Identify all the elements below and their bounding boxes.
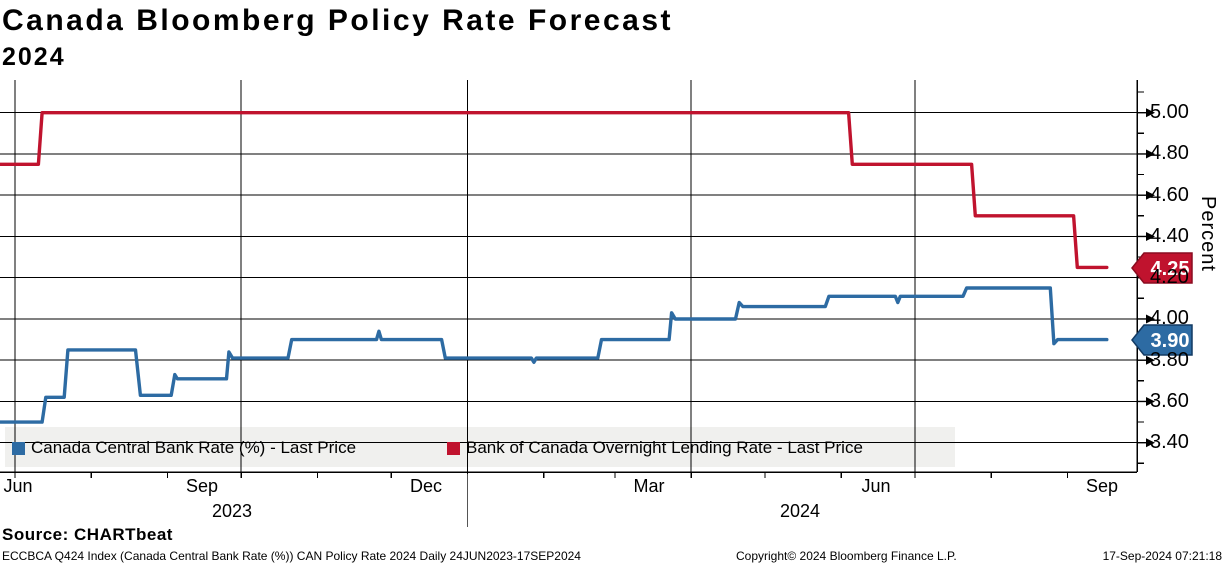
price-badge-blue-shape [1131, 324, 1193, 356]
x-year-label: 2024 [779, 501, 821, 521]
legend-swatch-red-icon [447, 441, 460, 455]
y-tick-label: 3.80 [1150, 349, 1189, 371]
price-badge-red-value: 4.25 [1151, 258, 1190, 280]
y-tick-label: 4.00 [1150, 307, 1189, 329]
y-tick-arrow-icon [1146, 355, 1155, 365]
x-tick-label: Sep [1085, 476, 1119, 496]
legend-swatch-blue-icon [12, 441, 25, 455]
y-tick-label: 4.80 [1150, 142, 1189, 164]
legend-label: Canada Central Bank Rate (%) - Last Pric… [31, 438, 357, 457]
y-tick-label: 4.20 [1150, 266, 1189, 288]
price-badge-red-shape [1131, 252, 1193, 284]
y-tick-label: 3.60 [1150, 390, 1189, 412]
x-tick-label: Jun [3, 476, 33, 496]
series-line-central-bank-rate [0, 286, 1109, 424]
y-tick-label: 5.00 [1150, 101, 1189, 123]
y-tick-arrow-icon [1146, 231, 1155, 241]
series-lines-layer [0, 110, 1109, 424]
y-tick-label: 3.40 [1150, 431, 1189, 453]
price-badge-central-bank-rate: 3.90 [1131, 324, 1193, 356]
legend-item-central-bank-rate: Canada Central Bank Rate (%) - Last Pric… [12, 438, 356, 458]
page-title: Canada Bloomberg Policy Rate Forecast [2, 4, 673, 37]
y-tick-label: 4.60 [1150, 184, 1189, 206]
page-subtitle: 2024 [2, 43, 66, 71]
legend-label: Bank of Canada Overnight Lending Rate - … [466, 438, 863, 457]
y-tick-arrow-icon [1146, 438, 1155, 448]
y-tick-arrow-icon [1146, 190, 1155, 200]
y-tick-arrow-icon [1146, 396, 1155, 406]
x-tick-label: Mar [633, 476, 665, 496]
y-tick-arrow-icon [1146, 314, 1155, 324]
x-tick-label: Dec [409, 476, 443, 496]
timestamp: 17-Sep-2024 07:21:18 [1102, 549, 1222, 563]
series-line-overnight-lending-rate [0, 110, 1109, 270]
copyright-text: Copyright© 2024 Bloomberg Finance L.P. [736, 549, 957, 563]
price-badge-overnight-rate: 4.25 [1131, 252, 1193, 284]
y-tick-arrow-icon [1146, 108, 1155, 118]
legend-item-overnight-rate: Bank of Canada Overnight Lending Rate - … [447, 438, 863, 458]
y-tick-arrow-icon [1146, 149, 1155, 159]
y-tick-label: 4.40 [1150, 225, 1189, 247]
y-axis-title: Percent [1197, 196, 1219, 272]
source-label: Source: CHARTbeat [2, 525, 173, 544]
x-tick-label: Sep [185, 476, 219, 496]
x-tick-label: Jun [861, 476, 891, 496]
price-badge-blue-value: 3.90 [1151, 330, 1190, 352]
index-info: ECCBCA Q424 Index (Canada Central Bank R… [2, 549, 581, 563]
x-year-label: 2023 [211, 501, 253, 521]
legend-background [5, 427, 955, 467]
